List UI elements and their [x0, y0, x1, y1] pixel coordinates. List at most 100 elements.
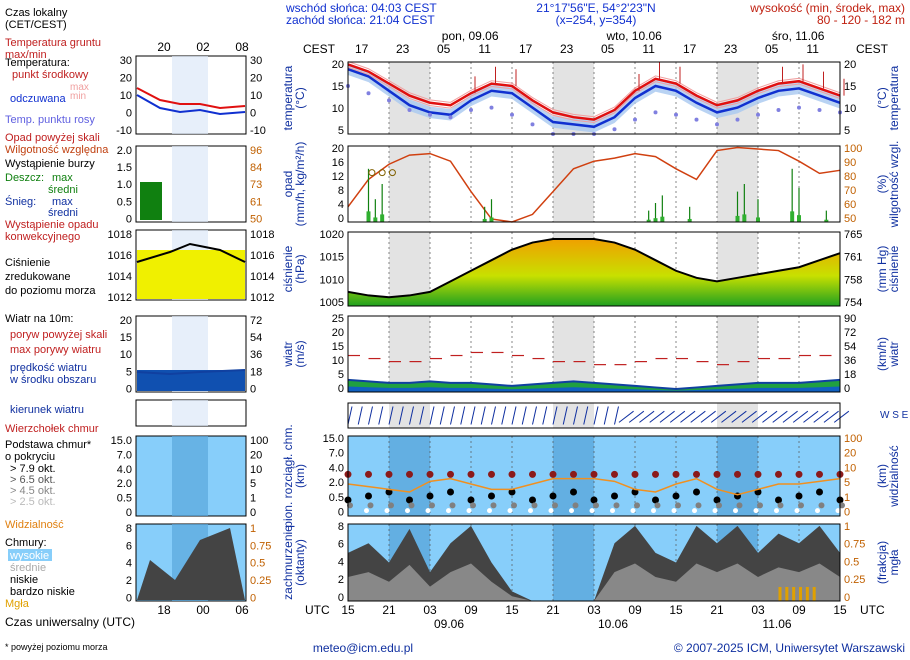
legend-tick: 0 — [126, 108, 132, 120]
fog-bar — [799, 587, 802, 601]
coords-text: 21°17'56"E, 54°2'23"N — [536, 1, 655, 15]
perceived-band — [348, 63, 840, 133]
y-tick-right: 1 — [844, 492, 850, 504]
legend-tick-right: 0.5 — [250, 558, 265, 570]
cloud-base-marker-grey — [367, 502, 374, 509]
hour-top: 05 — [765, 42, 779, 56]
date-top: śro, 11.06 — [772, 29, 825, 43]
cloud-top-marker — [672, 470, 680, 478]
y-tick: 1005 — [320, 297, 344, 309]
cloud-base-marker — [488, 492, 495, 500]
legend-utc-tick: 06 — [235, 603, 249, 617]
hour-bottom: 03 — [587, 603, 601, 617]
wind-arrow — [603, 406, 609, 425]
cloud-base-marker-white — [425, 508, 431, 514]
legend-okt: > 7.9 okt. — [10, 463, 56, 475]
hour-top: 17 — [683, 42, 697, 56]
legend-fog: Mgła — [5, 598, 30, 610]
dew-point — [387, 98, 391, 103]
y-label-right: widzialność — [887, 445, 901, 507]
wind-arrow — [388, 406, 394, 425]
tz-top: CEST — [303, 42, 336, 56]
y-tick-right: 758 — [844, 274, 862, 286]
cloud-top-marker — [652, 470, 659, 478]
hour-bottom: 15 — [833, 603, 847, 617]
y-tick: 12 — [332, 171, 344, 183]
legend-perceived: odczuwana — [10, 93, 67, 105]
cloud-base-marker-white — [692, 508, 697, 514]
wind-arrow — [659, 410, 675, 423]
y-tick-right: 100 — [844, 143, 862, 155]
temp-max-line — [347, 61, 841, 118]
cloud-top-marker — [447, 470, 454, 478]
cloud-base-marker — [816, 488, 823, 496]
rain-mid-bar — [489, 217, 494, 222]
dew-point — [633, 117, 637, 122]
date-top: pon, 09.06 — [442, 29, 499, 43]
wind-arrow — [639, 410, 655, 423]
wind-arrow — [813, 410, 829, 423]
cloud-base-marker-grey — [572, 502, 579, 509]
legend-pressure-fill — [137, 250, 245, 299]
legend-tick: 1012 — [108, 292, 132, 304]
legend-tick: 15 — [120, 332, 132, 344]
legend-wind-mean: w środku obszaru — [9, 374, 96, 386]
legend-tick: 20 — [120, 73, 132, 85]
legend-tick-right: 61 — [250, 196, 262, 208]
cloud-base-marker-white — [630, 508, 636, 514]
legend-tick: 15.0 — [111, 435, 132, 447]
cloud-base-marker — [549, 492, 557, 500]
cloud-top-marker — [713, 470, 721, 478]
date-bottom: 11.06 — [762, 617, 791, 631]
cloud-base-marker-grey — [634, 502, 640, 509]
wind-arrow — [450, 406, 455, 425]
dew-point — [407, 108, 412, 112]
legend-tick-right: 50 — [250, 213, 262, 225]
cloud-base-marker — [693, 488, 700, 496]
hour-bottom: 09 — [792, 603, 806, 617]
cloud-base-marker — [652, 496, 659, 504]
legend-temp-mid: punkt środkowy — [12, 69, 89, 81]
cloud-top-marker — [426, 470, 434, 478]
legend-rain-bar — [140, 182, 162, 220]
humidity-line — [347, 146, 841, 223]
y-tick-right: 0 — [844, 592, 850, 604]
hour-top: 23 — [724, 42, 738, 56]
y-tick-right: 90 — [844, 157, 856, 169]
rain-mid-bar — [482, 218, 487, 222]
pressure-area — [348, 239, 840, 306]
dew-point — [510, 112, 514, 117]
legend-utc-time: Czas uniwersalny (UTC) — [5, 615, 135, 629]
legend-perceived-line — [136, 94, 246, 116]
perceived-line — [347, 68, 841, 129]
legend-pressure: do poziomu morza — [5, 285, 96, 297]
panel-border — [347, 435, 841, 517]
y-label-right: temperatura — [887, 65, 901, 130]
y-tick-right: 15 — [844, 81, 856, 93]
y-tick-right: 761 — [844, 252, 862, 264]
y-tick: 1015 — [320, 252, 344, 264]
y-tick: 0 — [338, 592, 344, 604]
legend-humidity: Wilgotność względna — [5, 144, 109, 156]
legend-night — [172, 400, 208, 426]
legend-visibility: Widzialność — [5, 519, 64, 531]
dew-point — [653, 110, 658, 115]
legend-footnote: * powyżej poziomu morza — [5, 642, 108, 652]
legend-tick: 2 — [126, 575, 132, 587]
y-label-right: wiatr — [887, 341, 901, 367]
storm-marker — [378, 169, 386, 177]
hour-top: 17 — [355, 42, 369, 56]
y-tick: 7.0 — [329, 448, 344, 460]
wind-arrow — [573, 406, 578, 425]
cloud-base-marker-grey — [531, 502, 538, 509]
y-tick-right: 1 — [844, 521, 850, 533]
legend-clouds: Chmury: — [5, 537, 47, 549]
tz-top-right: CEST — [856, 42, 889, 56]
cloud-base-marker-white — [548, 508, 554, 514]
legend-tick: 0.5 — [117, 493, 132, 505]
wind-arrow — [511, 406, 517, 425]
cloud-top-marker — [508, 470, 516, 478]
date-top: wto, 10.06 — [605, 29, 662, 43]
legend-cloud-type: bardzo niskie — [10, 586, 75, 598]
